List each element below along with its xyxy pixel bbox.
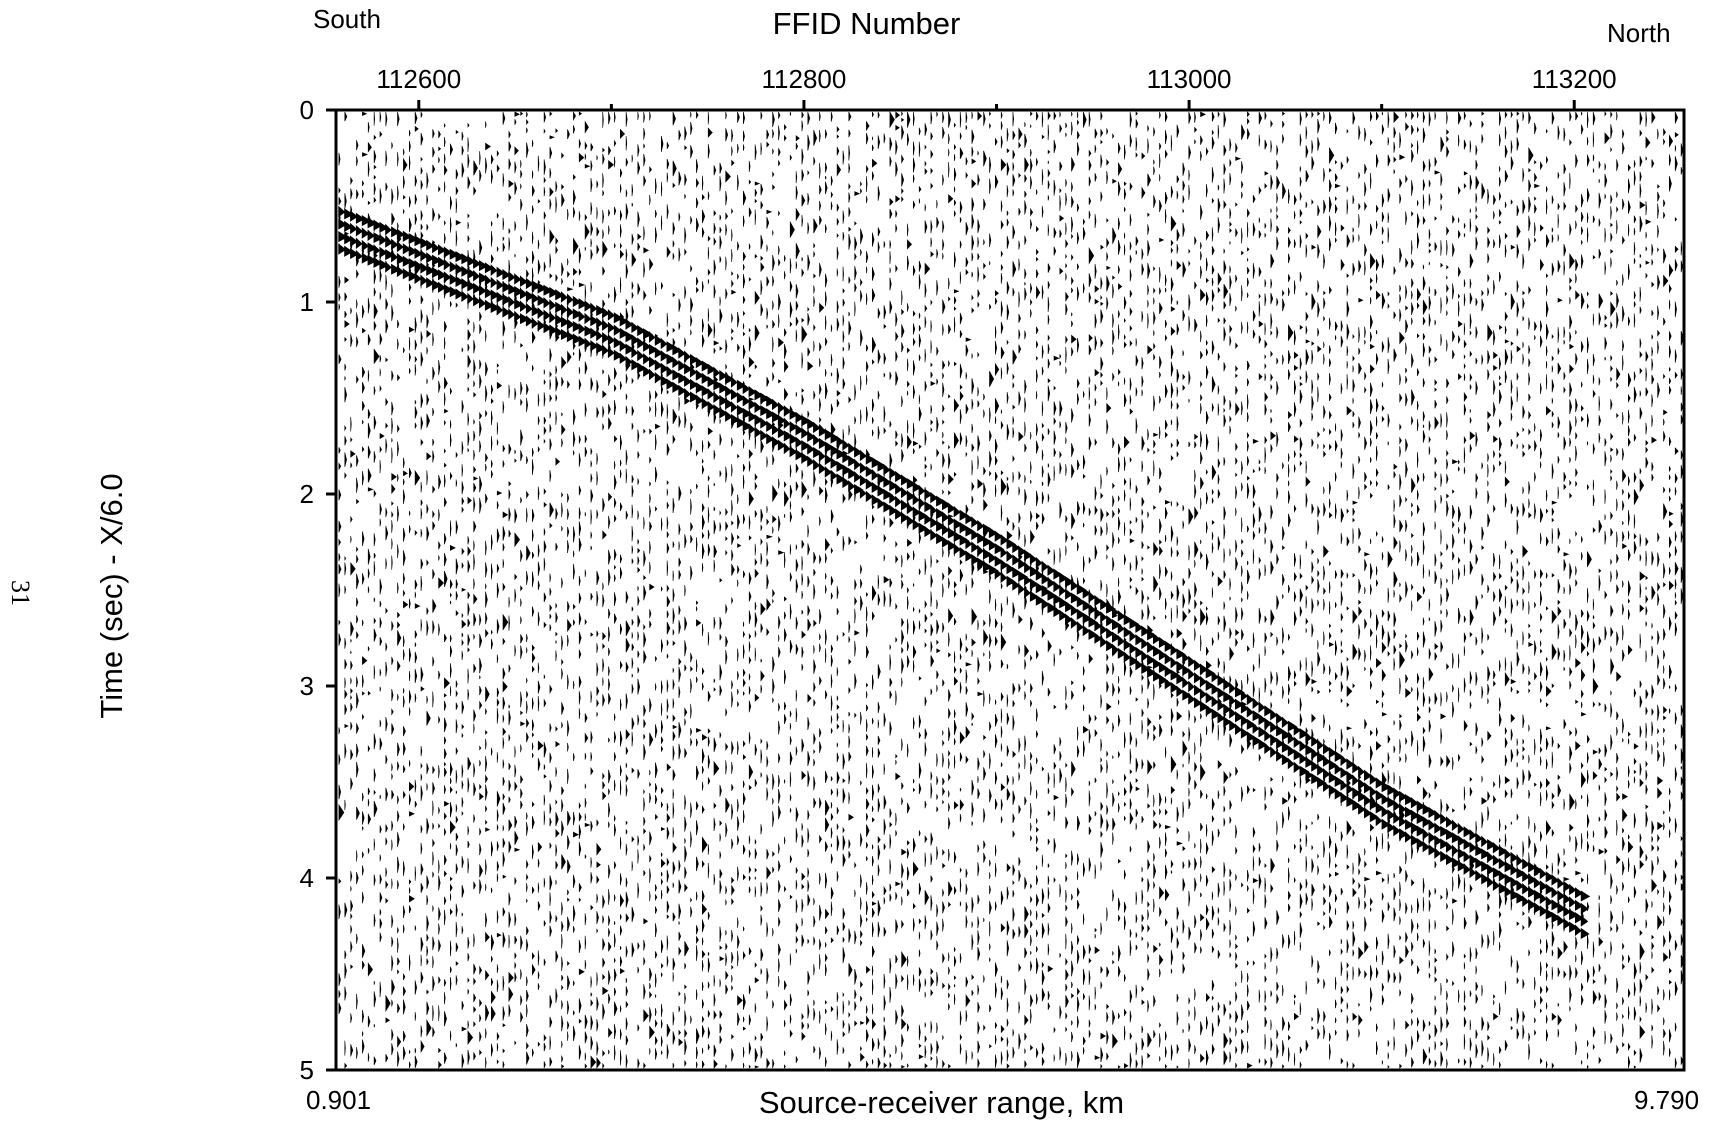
x-axis-title: Source-receiver range, km xyxy=(758,1085,1125,1120)
y-tick-label: 5 xyxy=(300,1055,314,1085)
y-tick-label: 3 xyxy=(300,671,314,701)
north-label: North xyxy=(1607,18,1671,48)
y-tick-label: 1 xyxy=(300,287,314,317)
y-tick-label: 2 xyxy=(300,479,314,509)
top-tick-label: 112600 xyxy=(376,64,461,94)
x-min-label: 0.901 xyxy=(306,1085,372,1115)
south-label: South xyxy=(313,4,381,34)
top-tick-label: 113000 xyxy=(1147,64,1232,94)
x-max-label: 9.790 xyxy=(1634,1085,1700,1115)
y-tick-label: 4 xyxy=(300,863,314,893)
plot-frame xyxy=(334,108,1686,1072)
top-tick-label: 113200 xyxy=(1532,64,1617,94)
axes: 112600 112800 113000 113200 0 1 2 3 4 5 xyxy=(300,64,1617,1085)
y-tick-label: 0 xyxy=(300,95,314,125)
background-noise-traces xyxy=(338,110,1686,1070)
seismic-traces xyxy=(338,110,1686,1070)
first-arrival-wavelets xyxy=(338,205,1591,940)
top-axis-title: FFID Number xyxy=(772,6,961,41)
top-tick-label: 112800 xyxy=(762,64,847,94)
